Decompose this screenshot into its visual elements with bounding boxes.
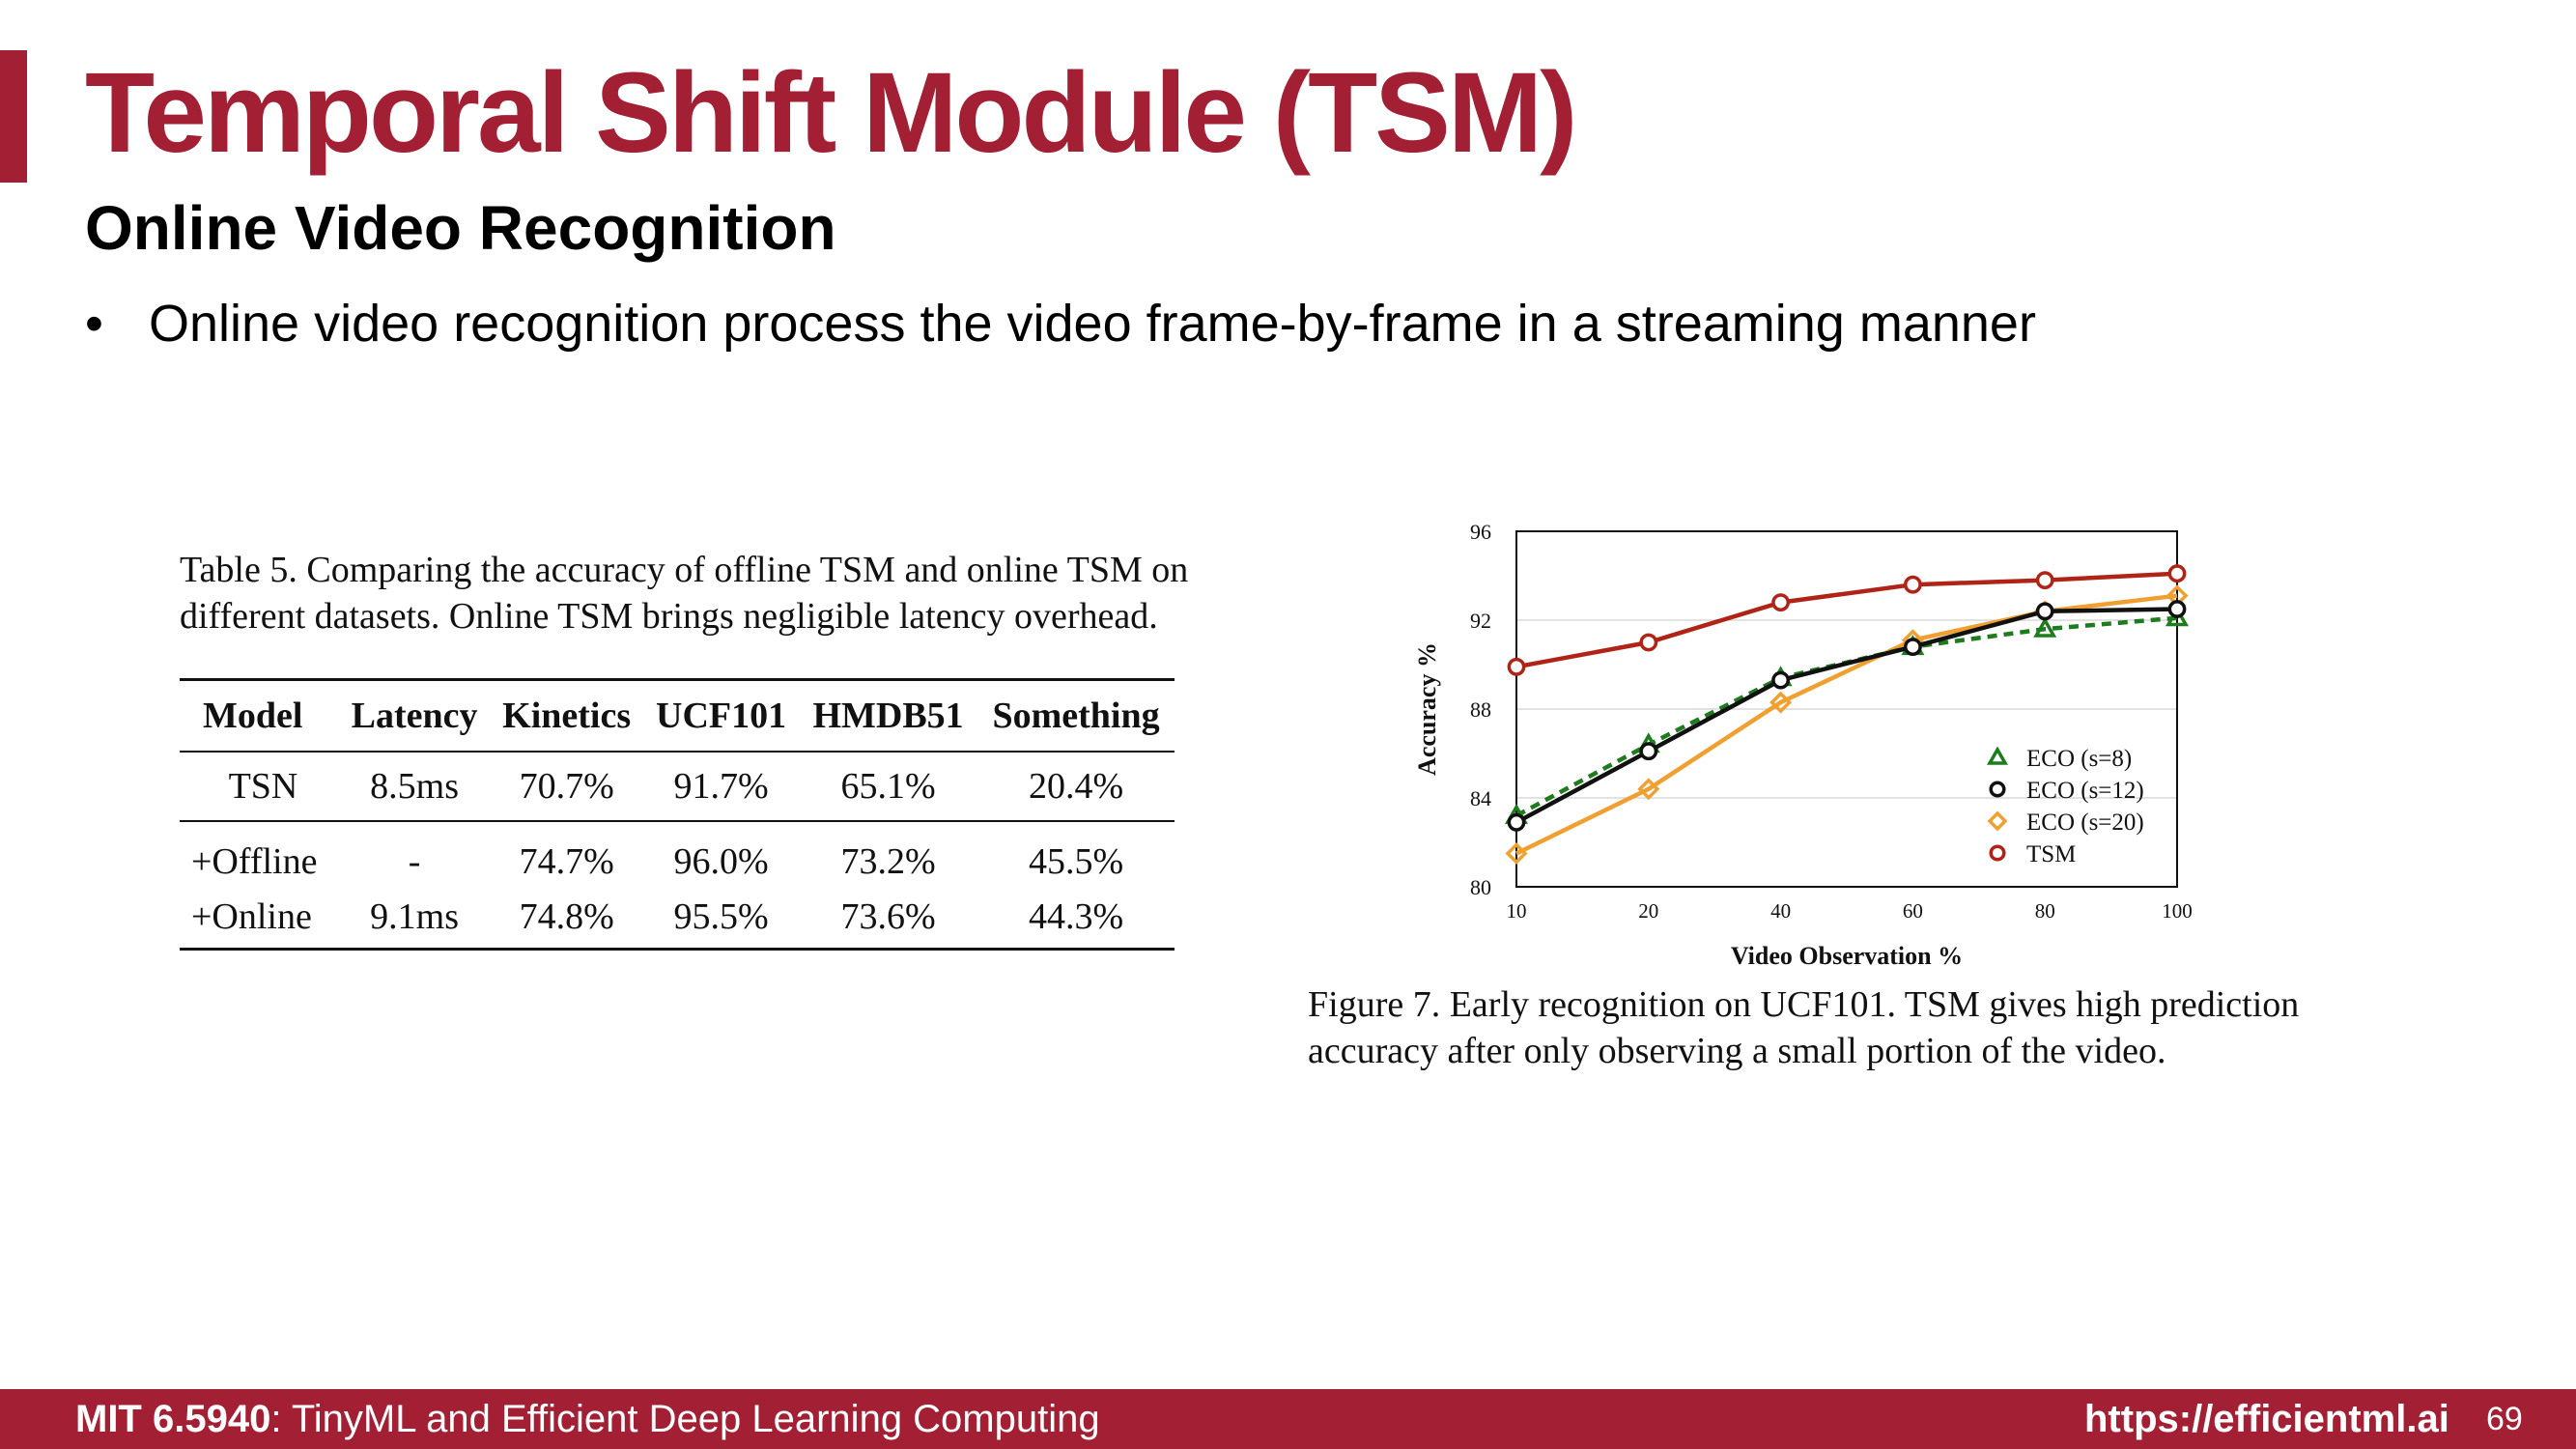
circle-marker: [2035, 602, 2054, 621]
x-tick-label: 80: [2035, 899, 2055, 923]
series-group: [1507, 564, 2187, 676]
circle-marker: [1639, 742, 1658, 761]
column-header-hmdb51: HMDB51: [799, 678, 978, 753]
circle-marker: [1507, 812, 1526, 832]
table-cell: 8.5ms: [338, 752, 491, 822]
circle-marker: [1507, 657, 1526, 676]
footer-course-code: MIT 6.5940: [75, 1398, 271, 1440]
column-header-latency: Latency: [338, 678, 491, 753]
x-tick-label: 100: [2162, 899, 2193, 923]
footer-course-name: : TinyML and Efficient Deep Learning Com…: [270, 1398, 1100, 1440]
y-tick-label: 92: [1470, 609, 1491, 633]
legend-label: ECO (s=20): [2026, 810, 2144, 836]
x-axis-label: Video Observation %: [1731, 942, 1963, 970]
footer-url-link[interactable]: https://efficientml.ai: [2084, 1398, 2449, 1440]
circle-marker: [2167, 564, 2187, 583]
y-axis-label: Accuracy %: [1413, 642, 1441, 776]
table-cell: 74.7%: [519, 841, 614, 882]
figure-caption: Figure 7. Early recognition on UCF101. T…: [1308, 981, 2467, 1074]
legend-label: TSM: [2026, 841, 2076, 867]
table-caption-line: Table 5. Comparing the accuracy of offli…: [180, 550, 1189, 590]
table-cell: 45.5%: [1028, 841, 1124, 882]
table-cell: 73.2%: [840, 841, 936, 882]
column-header-model: Model: [180, 678, 339, 753]
table-cell: 91.7%: [643, 752, 800, 822]
column-header-kinetics: Kinetics: [490, 678, 644, 753]
circle-marker: [1989, 781, 2006, 798]
footer-bar: MIT 6.5940: TinyML and Efficient Deep Le…: [0, 1389, 2576, 1449]
results-table: Model Latency Kinetics UCF101 HMDB51 Som…: [180, 678, 1175, 951]
table-caption-line: different datasets. Online TSM brings ne…: [180, 596, 1158, 637]
table-cell: 73.6%: [799, 895, 978, 951]
table-cell: 44.3%: [977, 895, 1175, 951]
table-cell-model: TSN: [180, 752, 339, 822]
table-cell-model: +Online: [180, 895, 339, 951]
table-cell: 9.1ms: [338, 895, 491, 951]
series-group: [1507, 600, 2187, 832]
bullet-text: Online video recognition process the vid…: [149, 295, 2036, 353]
plot-frame: [1515, 530, 2178, 888]
circle-marker: [1639, 633, 1658, 652]
series-line: [1515, 593, 2178, 856]
series-line: [1514, 607, 2178, 825]
title-accent-bar: [0, 50, 27, 183]
x-tick-label: 60: [1903, 899, 1923, 923]
table-cell: 96.0%: [673, 841, 769, 882]
diamond-marker: [1637, 778, 1660, 801]
y-tick-label: 96: [1470, 520, 1491, 544]
diamond-marker: [1987, 810, 2008, 832]
column-header-something: Something: [977, 678, 1175, 753]
table-cell: 74.8%: [490, 895, 644, 951]
circle-marker: [1904, 575, 1922, 594]
bullet-item: • Online video recognition process the vi…: [85, 290, 2036, 357]
x-tick-label: 40: [1770, 899, 1791, 923]
triangle-marker: [2033, 616, 2057, 638]
table-row-tsn: TSN 8.5ms 70.7% 91.7% 65.1% 20.4%: [180, 752, 1175, 822]
slide-title: Temporal Shift Module (TSM): [85, 49, 1577, 177]
legend-label: ECO (s=12): [2026, 778, 2144, 804]
x-tick-label: 10: [1507, 899, 1527, 923]
table-cell: 65.1%: [799, 752, 978, 822]
triangle-marker: [1986, 746, 2009, 765]
table-caption: Table 5. Comparing the accuracy of offli…: [180, 547, 1189, 639]
y-tick-label: 80: [1470, 875, 1491, 899]
footer-course: MIT 6.5940: TinyML and Efficient Deep Le…: [75, 1389, 1100, 1449]
diamond-marker: [1505, 842, 1528, 865]
table-header-row: Model Latency Kinetics UCF101 HMDB51 Som…: [180, 678, 1175, 753]
figure-caption-line: Figure 7. Early recognition on UCF101. T…: [1308, 984, 2300, 1025]
circle-marker: [1771, 670, 1791, 690]
table-cell-model: +Offline: [191, 841, 318, 882]
series-line: [1515, 571, 2178, 669]
legend-label: ECO (s=8): [2026, 746, 2132, 772]
early-recognition-chart: 80 84 88 92 96 10 20 40 60 80 100 ECO (s=8) ECO (s=…: [1413, 520, 2193, 970]
table-cell: 70.7%: [490, 752, 644, 822]
table-cell: -: [408, 841, 421, 882]
y-tick-label: 88: [1470, 697, 1491, 722]
x-tick-label: 20: [1638, 899, 1658, 923]
y-tick-label: 84: [1470, 786, 1491, 810]
figure-caption-line: accuracy after only observing a small po…: [1308, 1031, 2166, 1071]
column-header-ucf101: UCF101: [643, 678, 800, 753]
circle-marker: [1989, 844, 2006, 862]
circle-marker: [2035, 571, 2054, 589]
table-cell: 95.5%: [643, 895, 800, 951]
table-row-offline: +Offline - 74.7% 96.0% 73.2% 45.5%: [180, 821, 1175, 895]
slide-subtitle: Online Video Recognition: [85, 193, 836, 263]
diamond-marker: [1769, 691, 1793, 714]
circle-marker: [1904, 638, 1922, 657]
table-row-online: +Online 9.1ms 74.8% 95.5% 73.6% 44.3%: [180, 895, 1175, 951]
table-cell: 20.4%: [977, 752, 1175, 822]
circle-marker: [1771, 593, 1791, 611]
bullet-marker: •: [85, 295, 103, 353]
circle-marker: [2167, 600, 2187, 618]
page-number: 69: [2486, 1401, 2523, 1437]
